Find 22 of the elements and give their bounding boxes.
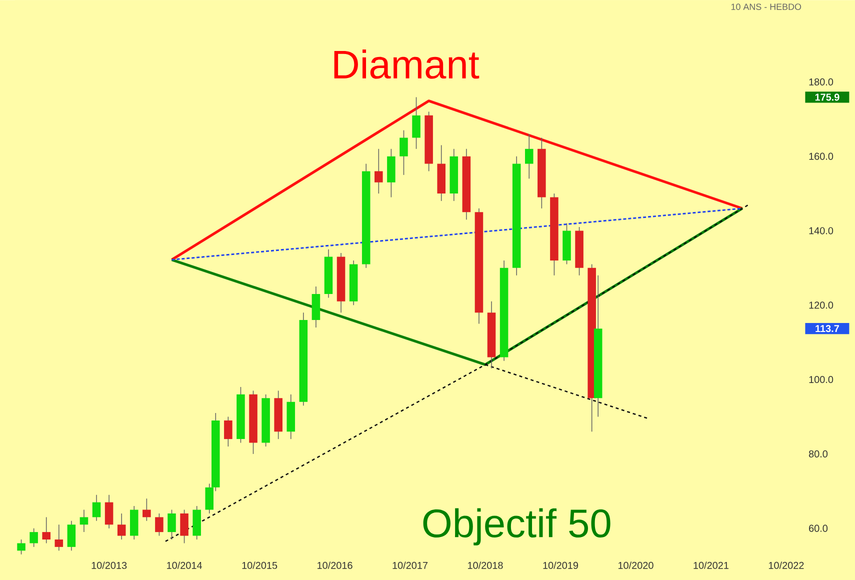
annotation: Objectif 50 [423,508,610,546]
x-tick-label: 10/2018 [468,562,503,569]
y-tick-label: 160.0 [809,152,834,160]
x-tick-label: 10/2013 [92,562,127,569]
text: 113.7 [816,324,839,332]
y-tick-label: 140.0 [809,227,834,234]
x-tick-label: 10/2017 [392,562,428,569]
y-tick-label: 80.0 [808,450,828,458]
y-tick-label: 100.0 [809,376,834,384]
y-tick-label: 60.0 [809,524,828,532]
annotation: 10 ANS - HEBDO [731,4,802,10]
y-tick-label: 120.0 [809,302,834,309]
y-tick-label: 180.0 [809,78,834,86]
x-tick-label: 10/2019 [543,562,578,569]
x-tick-label: 10/2022 [768,562,804,569]
x-tick-label: 10/2014 [167,562,202,569]
x-tick-label: 10/2016 [318,562,352,569]
text: Diamant [334,49,480,79]
text: 175.9 [815,94,840,101]
x-tick-label: 10/2015 [242,562,278,569]
x-tick-label: 10/2020 [618,562,654,569]
x-tick-label: 10/2021 [694,562,728,569]
